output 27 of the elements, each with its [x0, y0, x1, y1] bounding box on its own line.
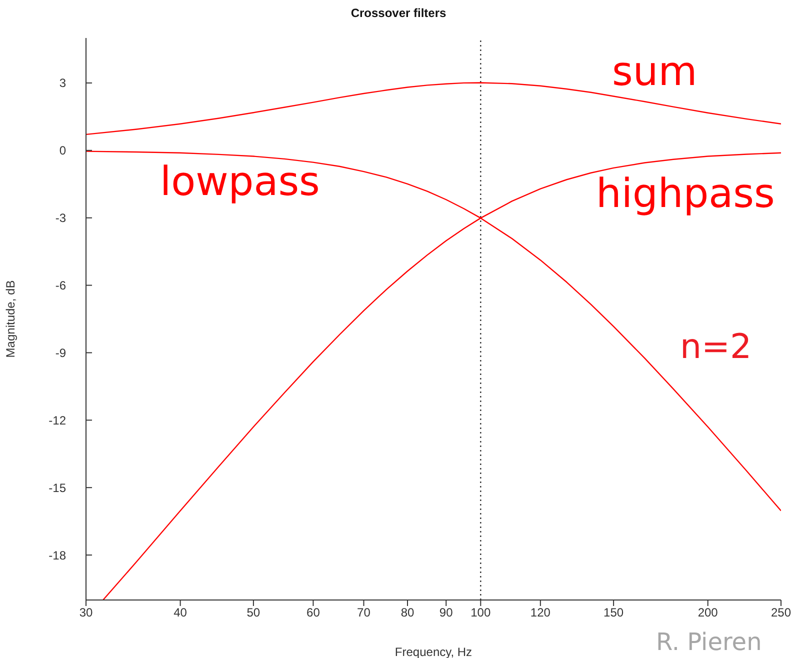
series-label: highpass [596, 171, 775, 217]
x-tick-label: 40 [174, 606, 188, 620]
x-tick-label: 100 [470, 606, 491, 620]
y-tick-label: -15 [48, 480, 66, 495]
y-tick-label: -18 [48, 548, 66, 562]
x-tick-label: 150 [604, 606, 624, 620]
y-tick-label: -6 [55, 278, 66, 293]
y-tick-label: 3 [59, 76, 66, 90]
y-axis-title: Magnitude, dB [3, 280, 18, 358]
y-tick-label: -12 [48, 413, 66, 428]
y-tick-label: -9 [55, 346, 66, 360]
series-label: lowpass [160, 159, 320, 205]
x-tick-label: 30 [79, 606, 93, 620]
x-tick-label: 200 [698, 606, 718, 620]
annotation: n=2 [680, 327, 752, 367]
text: R. Pieren [656, 628, 762, 656]
y-tick-label: -3 [55, 211, 66, 226]
x-tick-label: 90 [439, 606, 454, 620]
x-tick-label: 120 [530, 606, 551, 620]
x-tick-label: 250 [770, 606, 792, 620]
series-label: sum [612, 49, 698, 95]
chart-title: Crossover filters [350, 6, 448, 20]
x-tick-label: 70 [357, 606, 371, 620]
x-tick-label: 50 [246, 606, 260, 620]
y-tick-label: 0 [59, 144, 66, 158]
x-tick-label: 80 [400, 606, 414, 620]
x-tick-label: 60 [306, 606, 320, 620]
